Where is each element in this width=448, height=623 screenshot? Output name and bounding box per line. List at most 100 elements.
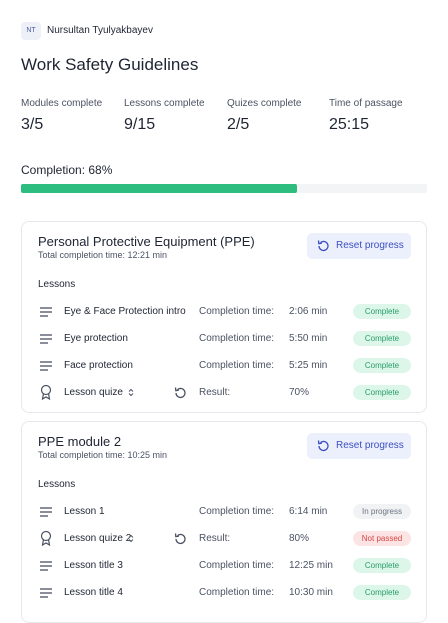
lesson-icon-part bbox=[40, 361, 52, 371]
lesson-icon-part bbox=[40, 307, 52, 317]
time-label: Completion time: bbox=[199, 333, 275, 344]
stat-label: Time of passage bbox=[329, 98, 403, 109]
stat-label: Lessons complete bbox=[124, 98, 205, 109]
status-badge: Complete bbox=[353, 331, 411, 346]
quiz-select bbox=[128, 388, 134, 400]
lesson-row: Eye & Face Protection intro Completion ti… bbox=[22, 304, 426, 320]
stat-label: Quizes complete bbox=[227, 98, 302, 109]
time-value: 5:50 min bbox=[289, 333, 328, 344]
stat-value: 9/15 bbox=[124, 116, 156, 133]
reset-icon-part bbox=[317, 240, 322, 245]
quiz-select-part bbox=[128, 388, 134, 397]
time-label: Completion time: bbox=[199, 360, 275, 371]
lesson-name: Lesson 1 bbox=[64, 506, 105, 517]
section-label: Lessons bbox=[38, 479, 76, 490]
lesson-icon bbox=[39, 333, 53, 348]
retry-icon bbox=[173, 532, 187, 549]
status-badge: Complete bbox=[353, 585, 411, 600]
result-value: 80% bbox=[289, 533, 310, 544]
retry-icon-part bbox=[174, 533, 186, 545]
time-value: 5:25 min bbox=[289, 360, 328, 371]
reset-button[interactable]: Reset progress bbox=[307, 233, 411, 259]
page: NT Nursultan Tyulyakbayev Work Safety Gu… bbox=[21, 22, 427, 623]
lesson-row: Lesson 1 Completion time: 6:14 min In progr… bbox=[22, 504, 426, 520]
lesson-row: Lesson quize Result: 70% Complete bbox=[22, 384, 426, 403]
lesson-row: Lesson quize 2 Result: 80% Not passed bbox=[22, 530, 426, 549]
reset-icon-part bbox=[317, 440, 329, 452]
module-subtitle: Total completion time: 12:21 min bbox=[38, 250, 168, 260]
lesson-name: Lesson quize 2 bbox=[64, 533, 132, 544]
progress-track bbox=[21, 184, 427, 193]
result-label: Result: bbox=[199, 387, 231, 398]
lesson-row: Face protection Completion time: 5:25 min C… bbox=[22, 358, 426, 374]
quiz-select-part bbox=[128, 534, 134, 543]
lesson-icon-part bbox=[40, 507, 52, 517]
time-value: 12:25 min bbox=[289, 560, 333, 571]
completion-label: Completion: 68% bbox=[21, 163, 113, 177]
time-value: 6:14 min bbox=[289, 506, 328, 517]
lesson-name: Eye & Face Protection intro bbox=[64, 306, 186, 317]
lesson-icon bbox=[39, 360, 53, 375]
time-value: 2:06 min bbox=[289, 306, 328, 317]
quiz-icon-part bbox=[40, 530, 52, 547]
avatar: NT bbox=[21, 22, 41, 40]
quiz-select-part bbox=[128, 534, 134, 543]
time-label: Completion time: bbox=[199, 306, 275, 317]
time-label: Completion time: bbox=[199, 506, 275, 517]
reset-button[interactable]: Reset progress bbox=[307, 433, 411, 459]
lesson-row: Lesson title 3 Completion time: 12:25 min C… bbox=[22, 558, 426, 574]
progress-fill bbox=[21, 184, 298, 193]
quiz-icon-part bbox=[40, 384, 52, 401]
stat-label: Modules complete bbox=[21, 98, 103, 109]
lesson-name: Face protection bbox=[64, 360, 133, 371]
module-title: PPE module 2 bbox=[38, 434, 122, 449]
stat-value: 2/5 bbox=[227, 116, 250, 133]
lesson-icon-part bbox=[40, 561, 52, 571]
reset-icon-part bbox=[318, 440, 329, 452]
time-label: Completion time: bbox=[199, 560, 275, 571]
lesson-name: Eye protection bbox=[64, 333, 128, 344]
retry-icon-part bbox=[174, 387, 179, 392]
status-badge: Not passed bbox=[353, 531, 411, 546]
quiz-select bbox=[128, 534, 134, 546]
module-title: Personal Protective Equipment (PPE) bbox=[38, 234, 255, 249]
user-name: Nursultan Tyulyakbayev bbox=[47, 25, 153, 36]
module-card: PPE module 2 Total completion time: 10:25… bbox=[21, 421, 427, 623]
page-title: Work Safety Guidelines bbox=[21, 55, 199, 74]
lesson-row: Eye protection Completion time: 5:50 min Co… bbox=[22, 331, 426, 347]
module-card: Personal Protective Equipment (PPE) Total… bbox=[21, 221, 427, 413]
retry-icon-part bbox=[175, 533, 186, 545]
retry-icon-part bbox=[175, 387, 186, 399]
quiz-icon bbox=[39, 384, 53, 403]
reset-label: Reset progress bbox=[336, 440, 404, 451]
status-badge: Complete bbox=[353, 358, 411, 373]
quiz-icon-part bbox=[40, 530, 52, 542]
lesson-icon bbox=[39, 587, 53, 602]
lesson-name: Lesson title 3 bbox=[64, 560, 123, 571]
lesson-icon bbox=[39, 506, 53, 521]
status-badge: Complete bbox=[353, 304, 411, 319]
reset-icon bbox=[316, 439, 330, 456]
lesson-row: Lesson title 4 Completion time: 10:30 min C… bbox=[22, 585, 426, 601]
result-label: Result: bbox=[199, 533, 231, 544]
section-label: Lessons bbox=[38, 279, 76, 290]
retry-icon-part bbox=[174, 387, 186, 399]
reset-label: Reset progress bbox=[336, 240, 404, 251]
reset-icon bbox=[316, 239, 330, 256]
reset-icon-part bbox=[317, 240, 329, 252]
lesson-icon-part bbox=[40, 334, 52, 344]
status-badge: Complete bbox=[353, 558, 411, 573]
quiz-icon bbox=[39, 530, 53, 549]
quiz-icon-part bbox=[40, 384, 52, 396]
lesson-icon bbox=[39, 306, 53, 321]
quiz-select-part bbox=[128, 388, 134, 397]
quiz-icon-part bbox=[41, 539, 51, 547]
reset-icon-part bbox=[318, 240, 329, 252]
result-value: 70% bbox=[289, 387, 310, 398]
retry-icon-part bbox=[174, 533, 179, 538]
stat-value: 3/5 bbox=[21, 116, 44, 133]
status-badge: Complete bbox=[353, 385, 411, 400]
stat-value: 25:15 bbox=[329, 116, 370, 133]
reset-icon-part bbox=[317, 440, 322, 445]
lesson-name: Lesson quize bbox=[64, 387, 123, 398]
